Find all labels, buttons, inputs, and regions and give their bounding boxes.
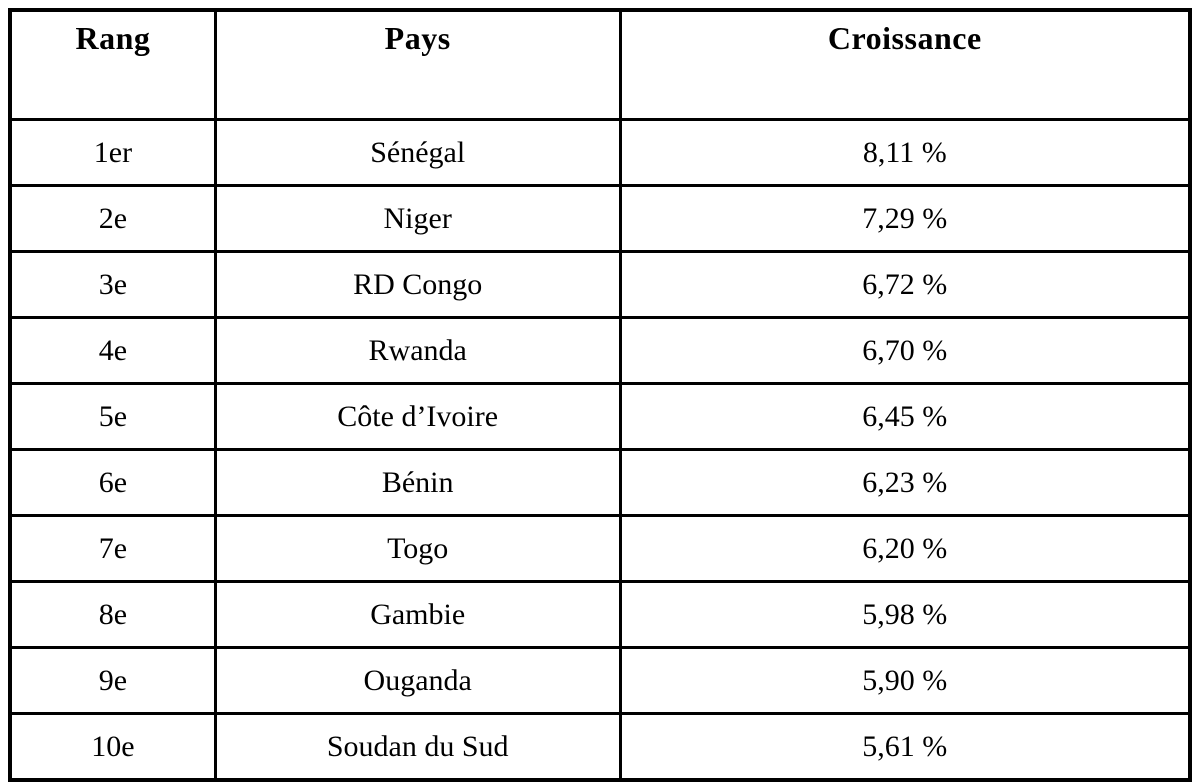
table-row: 7e Togo 6,20 %: [8, 514, 1192, 583]
country-cell: Sénégal: [213, 118, 622, 187]
column-header-rank: Rang: [8, 8, 217, 121]
growth-ranking-table: Rang Pays Croissance 1er Sénégal 8,11 % …: [8, 8, 1192, 782]
country-cell: Ouganda: [213, 646, 622, 715]
growth-cell: 8,11 %: [618, 118, 1192, 187]
country-cell: Niger: [213, 184, 622, 253]
table-body: 1er Sénégal 8,11 % 2e Niger 7,29 % 3e RD…: [8, 118, 1192, 782]
rank-cell: 3e: [8, 250, 217, 319]
table-row: 4e Rwanda 6,70 %: [8, 316, 1192, 385]
growth-cell: 6,72 %: [618, 250, 1192, 319]
growth-cell: 5,90 %: [618, 646, 1192, 715]
growth-cell: 6,70 %: [618, 316, 1192, 385]
rank-cell: 8e: [8, 580, 217, 649]
table-row: 3e RD Congo 6,72 %: [8, 250, 1192, 319]
country-cell: Côte d’Ivoire: [213, 382, 622, 451]
column-header-growth: Croissance: [618, 8, 1192, 121]
column-header-country: Pays: [213, 8, 622, 121]
country-cell: Gambie: [213, 580, 622, 649]
table-header: Rang Pays Croissance: [8, 8, 1192, 121]
rank-cell: 9e: [8, 646, 217, 715]
growth-cell: 6,45 %: [618, 382, 1192, 451]
country-cell: Rwanda: [213, 316, 622, 385]
table-row: 5e Côte d’Ivoire 6,45 %: [8, 382, 1192, 451]
rank-cell: 5e: [8, 382, 217, 451]
growth-cell: 5,98 %: [618, 580, 1192, 649]
table-row: 8e Gambie 5,98 %: [8, 580, 1192, 649]
rank-cell: 7e: [8, 514, 217, 583]
header-row: Rang Pays Croissance: [8, 8, 1192, 121]
rank-cell: 2e: [8, 184, 217, 253]
table-row: 9e Ouganda 5,90 %: [8, 646, 1192, 715]
growth-cell: 7,29 %: [618, 184, 1192, 253]
table-row: 1er Sénégal 8,11 %: [8, 118, 1192, 187]
table-row: 6e Bénin 6,23 %: [8, 448, 1192, 517]
country-cell: Togo: [213, 514, 622, 583]
growth-cell: 6,23 %: [618, 448, 1192, 517]
country-cell: Bénin: [213, 448, 622, 517]
rank-cell: 4e: [8, 316, 217, 385]
table-row: 10e Soudan du Sud 5,61 %: [8, 712, 1192, 782]
rank-cell: 6e: [8, 448, 217, 517]
country-cell: RD Congo: [213, 250, 622, 319]
rank-cell: 1er: [8, 118, 217, 187]
table-row: 2e Niger 7,29 %: [8, 184, 1192, 253]
growth-cell: 6,20 %: [618, 514, 1192, 583]
rank-cell: 10e: [8, 712, 217, 782]
country-cell: Soudan du Sud: [213, 712, 622, 782]
growth-cell: 5,61 %: [618, 712, 1192, 782]
